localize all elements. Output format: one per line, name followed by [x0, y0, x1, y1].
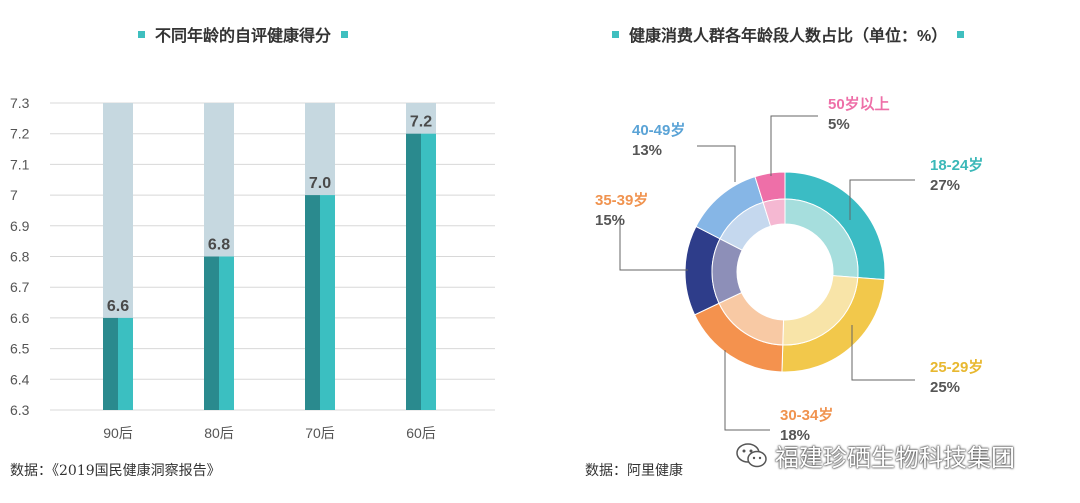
y-tick-label: 6.7	[10, 279, 30, 295]
donut-chart: 18-24岁 27% 25-29岁 25% 30-34岁 18% 35-39岁 15% 40-4…	[595, 95, 983, 444]
donut-chart-title: 健康消费人群各年龄段人数占比（单位：%）	[602, 22, 974, 46]
slice-percent-label: 5%	[828, 116, 850, 133]
y-tick-label: 6.9	[10, 218, 30, 234]
donut-chart-title-text: 健康消费人群各年龄段人数占比（单位：%）	[629, 28, 948, 45]
watermark-text: 福建珍硒生物科技集团	[775, 445, 1015, 472]
bar-chart-title-text: 不同年龄的自评健康得分	[155, 28, 332, 45]
slice-name-label: 18-24岁	[930, 156, 983, 174]
bar-value-label: 6.6	[107, 298, 129, 315]
slice-percent-label: 15%	[595, 212, 625, 229]
bar-90后	[103, 317, 118, 410]
bar-value-label: 7.2	[410, 114, 432, 131]
wechat-icon	[736, 442, 767, 467]
slice-name-label: 50岁以上	[828, 95, 890, 113]
bar-chart-title: 不同年龄的自评健康得分	[128, 22, 358, 46]
bar-highlight	[219, 256, 234, 410]
bar-highlight	[320, 195, 335, 410]
slice-name-label: 30-34岁	[780, 406, 833, 424]
bar-highlight	[118, 317, 133, 410]
slice-percent-label: 25%	[930, 379, 960, 396]
y-tick-label: 6.8	[10, 249, 30, 265]
title-marker-icon	[341, 30, 349, 38]
bar-60后	[406, 133, 421, 410]
leader-line	[697, 145, 736, 182]
leader-line	[851, 325, 915, 381]
y-tick-label: 6.3	[10, 402, 30, 418]
slice-percent-label: 18%	[780, 427, 810, 444]
leader-line	[770, 115, 818, 176]
slice-percent-label: 27%	[930, 177, 960, 194]
title-marker-icon	[957, 30, 965, 38]
slice-name-label: 35-39岁	[595, 191, 648, 209]
title-marker-icon	[138, 30, 145, 38]
donut-chart-source: 数据：阿里健康	[585, 463, 683, 479]
donut-slice-inner	[711, 238, 743, 304]
y-tick-label: 7	[10, 187, 18, 203]
slice-percent-label: 13%	[632, 142, 662, 159]
slice-name-label: 40-49岁	[632, 121, 685, 139]
bar-chart-source: 数据：《2019国民健康洞察报告》	[10, 463, 221, 479]
leader-line	[849, 179, 915, 220]
donut-slice-inner	[762, 198, 786, 227]
slice-name-label: 25-29岁	[930, 358, 983, 376]
y-tick-label: 7.2	[10, 126, 30, 142]
y-tick-label: 7.1	[10, 156, 30, 172]
y-tick-label: 6.5	[10, 341, 30, 357]
leader-line	[724, 350, 770, 431]
x-category-label: 60后	[406, 425, 436, 441]
y-tick-label: 6.6	[10, 310, 30, 326]
x-category-label: 70后	[305, 425, 335, 441]
bar-value-label: 7.0	[309, 175, 331, 192]
y-tick-label: 6.4	[10, 371, 30, 387]
x-category-label: 80后	[204, 425, 234, 441]
bar-value-label: 6.8	[208, 237, 230, 254]
bar-70后	[305, 195, 320, 410]
bar-chart: 6.3 6.4 6.5 6.6 6.7 6.8 6.9 7 7.1 7.2 7.3 6.6 90后 6.8…	[10, 95, 495, 441]
bar-80后	[204, 256, 219, 410]
leader-line	[619, 218, 688, 271]
y-tick-label: 7.3	[10, 95, 30, 111]
x-category-label: 90后	[103, 425, 133, 441]
title-marker-icon	[612, 30, 619, 38]
bar-highlight	[421, 133, 436, 410]
watermark: 福建珍硒生物科技集团	[735, 438, 1015, 473]
